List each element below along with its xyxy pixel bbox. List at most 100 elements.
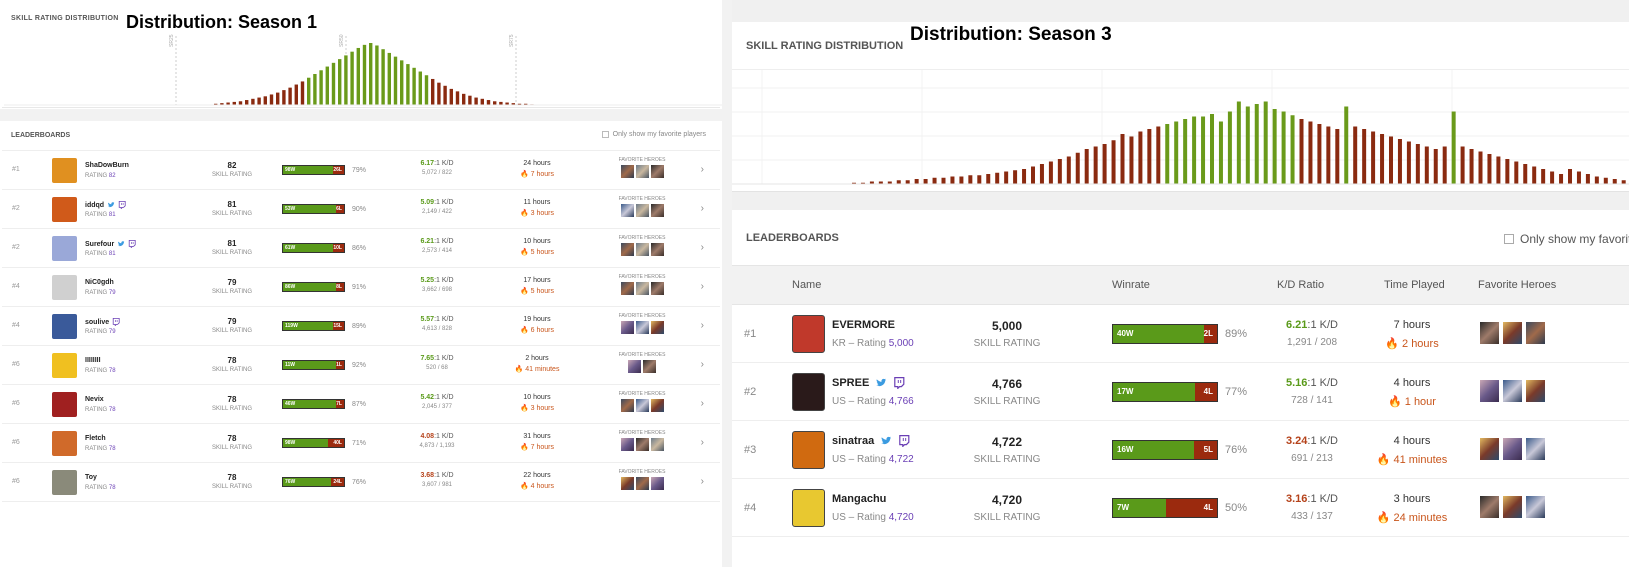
- player-avatar[interactable]: [52, 470, 77, 495]
- player-name-text[interactable]: soulive: [85, 318, 110, 326]
- col-name[interactable]: Name: [792, 279, 822, 291]
- player-avatar[interactable]: [52, 353, 77, 378]
- season1-dist-bar: [288, 87, 292, 105]
- season1-distribution-card: SKILL RATING DISTRIBUTION Distribution: …: [2, 3, 722, 108]
- player-name[interactable]: IIIIIIII: [85, 357, 101, 364]
- player-name-text[interactable]: Toy: [85, 474, 97, 481]
- player-name-text[interactable]: EVERMORE: [832, 319, 895, 331]
- leaderboard-row[interactable]: #2 iddqd RATING 81 81 SKILL RATING 53W 6L …: [2, 190, 720, 229]
- twitter-icon[interactable]: [117, 240, 125, 248]
- player-avatar[interactable]: [52, 275, 77, 300]
- player-name[interactable]: sinatraa: [832, 435, 910, 447]
- player-avatar[interactable]: [52, 197, 77, 222]
- player-name[interactable]: iddqd: [85, 201, 126, 209]
- player-name-text[interactable]: sinatraa: [832, 435, 875, 447]
- player-avatar[interactable]: [792, 315, 825, 353]
- chevron-right-icon[interactable]: ›: [700, 320, 704, 331]
- leaderboard-row[interactable]: #6 Toy RATING 78 78 SKILL RATING 76W 24L 7…: [2, 463, 720, 502]
- player-name[interactable]: SPREE: [832, 377, 905, 389]
- season3-dist-bar: [1290, 115, 1295, 184]
- leaderboard-row[interactable]: #6 Nevix RATING 78 78 SKILL RATING 46W 7L …: [2, 385, 720, 424]
- skill-rating-label: SKILL RATING: [973, 454, 1041, 465]
- skill-rating-value: 5,000: [991, 319, 1023, 333]
- player-name-text[interactable]: SPREE: [832, 377, 870, 389]
- season1-dist-bar: [245, 100, 249, 105]
- twitter-icon[interactable]: [875, 377, 887, 389]
- twitch-icon[interactable]: [893, 377, 905, 389]
- kd-value: 6.21:1 K/D: [420, 238, 454, 245]
- player-name[interactable]: Toy: [85, 474, 97, 481]
- rank: #4: [12, 322, 20, 329]
- chevron-right-icon[interactable]: ›: [700, 242, 704, 253]
- chevron-right-icon[interactable]: ›: [700, 476, 704, 487]
- player-avatar[interactable]: [52, 314, 77, 339]
- season1-dist-bar: [232, 101, 236, 105]
- player-avatar[interactable]: [792, 431, 825, 469]
- rank: #2: [12, 244, 20, 251]
- player-avatar[interactable]: [52, 158, 77, 183]
- leaderboard-row[interactable]: #2 SPREE US – Rating 4,766 4,766 SKILL RA…: [732, 363, 1629, 421]
- kd-ratio: 7.65:1 K/D 520 / 68: [402, 355, 472, 371]
- col-heroes[interactable]: Favorite Heroes: [1478, 279, 1557, 291]
- col-time[interactable]: Time Played: [1384, 279, 1445, 291]
- favorite-heroes: FAVORITE HEROES: [614, 313, 670, 334]
- leaderboard-row[interactable]: #1 EVERMORE KR – Rating 5,000 5,000 SKILL…: [732, 305, 1629, 363]
- chevron-right-icon[interactable]: ›: [700, 398, 704, 409]
- season1-dist-bar: [486, 100, 491, 105]
- player-avatar[interactable]: [792, 489, 825, 527]
- winrate-percent: 89%: [352, 323, 367, 330]
- season3-dist-bar: [1111, 140, 1116, 184]
- season1-fav-only-toggle[interactable]: Only show my favorite players: [601, 131, 706, 138]
- leaderboard-row[interactable]: #3 sinatraa US – Rating 4,722 4,722 SKILL…: [732, 421, 1629, 479]
- twitch-icon[interactable]: [128, 240, 136, 248]
- season3-fav-only-toggle[interactable]: Only show my favorite players: [1504, 232, 1629, 246]
- player-name[interactable]: Nevix: [85, 396, 104, 403]
- player-name-text[interactable]: NiC0gdh: [85, 279, 114, 286]
- winrate-percent: 92%: [352, 362, 367, 369]
- player-name[interactable]: Mangachu: [832, 493, 886, 505]
- season3-fav-only-checkbox[interactable]: [1504, 234, 1514, 244]
- player-name-text[interactable]: Nevix: [85, 396, 104, 403]
- player-name-text[interactable]: ShaDowBurn: [85, 162, 129, 169]
- twitch-icon[interactable]: [118, 201, 126, 209]
- player-name[interactable]: ShaDowBurn: [85, 162, 129, 169]
- twitter-icon[interactable]: [880, 435, 892, 447]
- leaderboard-row[interactable]: #4 NiC0gdh RATING 79 79 SKILL RATING 86W 8…: [2, 268, 720, 307]
- player-name[interactable]: soulive: [85, 318, 120, 326]
- season1-fav-only-checkbox[interactable]: [601, 131, 609, 138]
- player-avatar[interactable]: [52, 392, 77, 417]
- player-name[interactable]: NiC0gdh: [85, 279, 114, 286]
- col-kd[interactable]: K/D Ratio: [1277, 279, 1325, 291]
- leaderboard-row[interactable]: #4 Mangachu US – Rating 4,720 4,720 SKILL…: [732, 479, 1629, 537]
- chevron-right-icon[interactable]: ›: [700, 203, 704, 214]
- player-avatar[interactable]: [52, 431, 77, 456]
- skill-rating-label: SKILL RATING: [973, 512, 1041, 523]
- chevron-right-icon[interactable]: ›: [700, 164, 704, 175]
- player-avatar[interactable]: [792, 373, 825, 411]
- leaderboard-row[interactable]: #1 ShaDowBurn RATING 82 82 SKILL RATING 9…: [2, 151, 720, 190]
- player-name-text[interactable]: IIIIIIII: [85, 357, 101, 364]
- leaderboard-row[interactable]: #6 Fletch RATING 78 78 SKILL RATING 98W 40…: [2, 424, 720, 463]
- player-name-text[interactable]: Surefour: [85, 240, 115, 248]
- leaderboard-row[interactable]: #4 soulive RATING 79 79 SKILL RATING 119W…: [2, 307, 720, 346]
- player-name-text[interactable]: Mangachu: [832, 493, 887, 505]
- player-name[interactable]: Surefour: [85, 240, 136, 248]
- leaderboard-row[interactable]: #2 Surefour RATING 81 81 SKILL RATING 61W…: [2, 229, 720, 268]
- kd-value: 5.09:1 K/D: [420, 199, 454, 206]
- kd-ratio: 5.57:1 K/D 4,613 / 828: [402, 316, 472, 332]
- twitch-icon[interactable]: [112, 318, 120, 326]
- chevron-right-icon[interactable]: ›: [700, 359, 704, 370]
- twitch-icon[interactable]: [898, 435, 910, 447]
- player-name-text[interactable]: Fletch: [85, 435, 106, 442]
- player-name-text[interactable]: iddqd: [85, 201, 105, 209]
- time-played: 31 hours 🔥 7 hours: [507, 433, 567, 451]
- player-name[interactable]: EVERMORE: [832, 319, 895, 331]
- player-name[interactable]: Fletch: [85, 435, 106, 442]
- twitter-icon[interactable]: [107, 201, 115, 209]
- col-winrate[interactable]: Winrate: [1112, 279, 1150, 291]
- chevron-right-icon[interactable]: ›: [700, 437, 704, 448]
- player-rating: RATING 78: [85, 485, 116, 491]
- chevron-right-icon[interactable]: ›: [700, 281, 704, 292]
- player-avatar[interactable]: [52, 236, 77, 261]
- leaderboard-row[interactable]: #6 IIIIIIII RATING 78 78 SKILL RATING 11W…: [2, 346, 720, 385]
